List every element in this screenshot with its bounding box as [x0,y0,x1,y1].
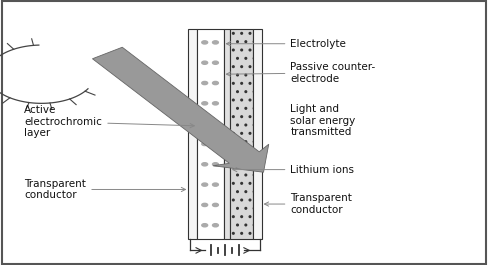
Circle shape [213,142,219,145]
Circle shape [202,142,208,145]
Circle shape [213,81,219,85]
Circle shape [202,122,208,125]
Text: Transparent
conductor: Transparent conductor [264,193,352,215]
Text: Transparent
conductor: Transparent conductor [24,179,185,200]
Circle shape [202,81,208,85]
Circle shape [202,41,208,44]
Circle shape [213,41,219,44]
Circle shape [202,203,208,206]
Circle shape [202,163,208,166]
Bar [188,29,197,239]
Text: Passive counter-
electrode: Passive counter- electrode [226,62,376,84]
Circle shape [202,224,208,227]
Bar [224,29,230,239]
Circle shape [213,122,219,125]
FancyArrow shape [92,47,269,172]
Circle shape [213,203,219,206]
Circle shape [213,183,219,186]
Text: Electrolyte: Electrolyte [226,39,346,49]
Text: Active
electrochromic
layer: Active electrochromic layer [24,105,194,139]
Bar [197,29,224,239]
Bar [253,29,262,239]
Circle shape [202,102,208,105]
Circle shape [213,224,219,227]
Circle shape [202,61,208,64]
Text: Lithium ions: Lithium ions [233,165,354,175]
Circle shape [213,61,219,64]
Circle shape [213,163,219,166]
Circle shape [213,102,219,105]
Bar [230,29,253,239]
Circle shape [202,183,208,186]
Text: Light and
solar energy
transmitted: Light and solar energy transmitted [290,104,356,137]
